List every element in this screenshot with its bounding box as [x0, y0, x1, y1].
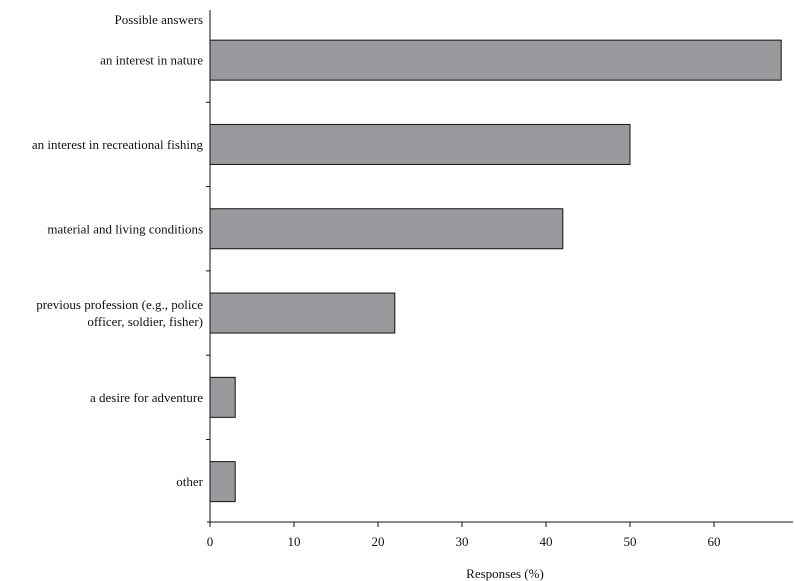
x-tick-label: 50 [624, 534, 637, 549]
category-header: Possible answers [115, 12, 203, 27]
category-label: previous profession (e.g., police [36, 297, 203, 312]
bar [209, 461, 236, 503]
bar [209, 292, 396, 334]
x-tick-label: 30 [456, 534, 469, 549]
category-label: an interest in nature [100, 53, 203, 68]
x-tick-label: 0 [207, 534, 214, 549]
x-tick-label: 20 [372, 534, 385, 549]
x-tick-label: 60 [708, 534, 721, 549]
category-label: other [176, 474, 203, 489]
category-label: officer, soldier, fisher) [87, 314, 203, 329]
category-label: a desire for adventure [90, 390, 203, 405]
x-axis-title: Responses (%) [466, 566, 544, 581]
category-label: material and living conditions [47, 221, 203, 236]
bar [209, 376, 236, 418]
x-tick-label: 40 [540, 534, 553, 549]
x-tick-label: 10 [288, 534, 301, 549]
plot-area: 0 10 20 30 40 50 60 an interest in nature an int… [32, 10, 793, 549]
bar [209, 208, 564, 250]
category-label: an interest in recreational fishing [32, 137, 204, 152]
bar [209, 123, 631, 165]
bar [209, 39, 782, 81]
